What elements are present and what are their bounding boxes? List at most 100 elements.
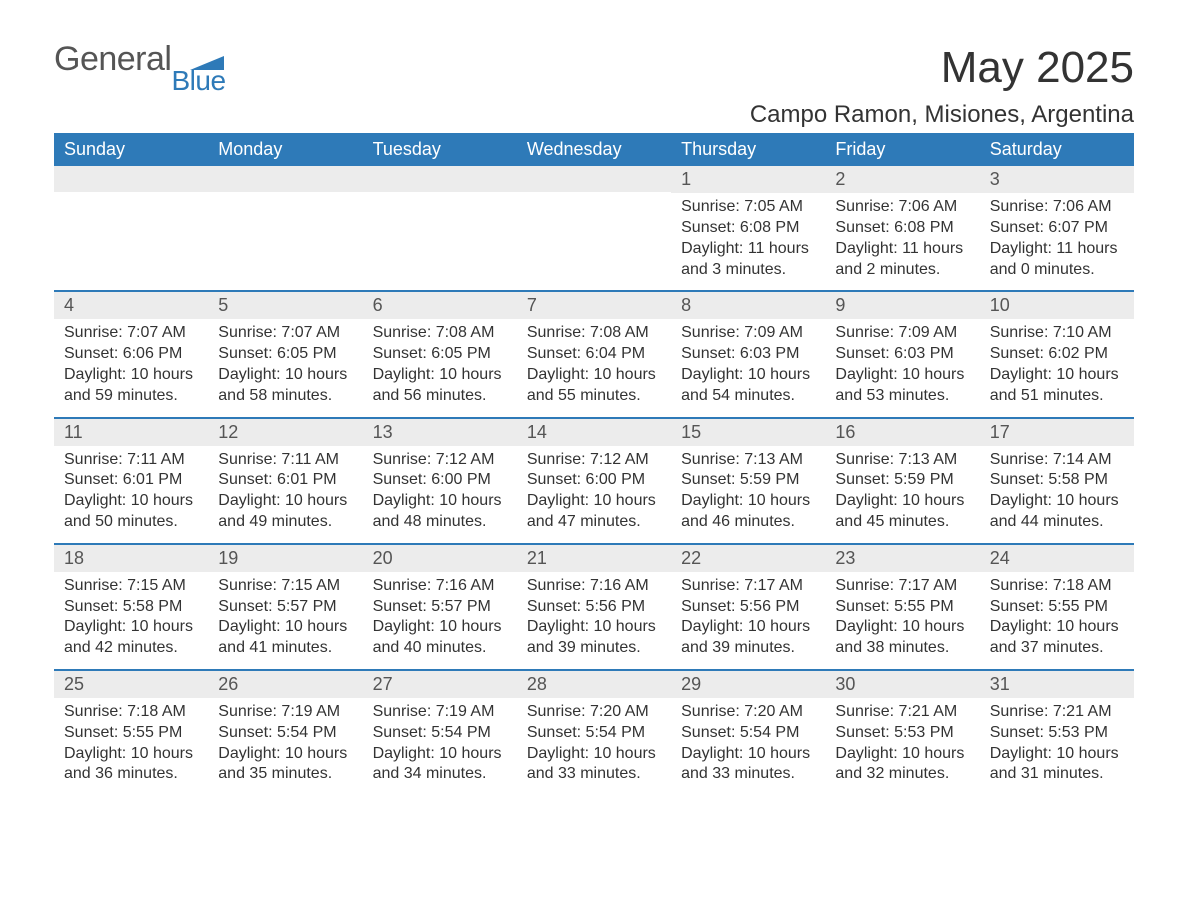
sunrise-line: Sunrise: 7:13 AM [681,450,815,471]
calendar-cell: 12Sunrise: 7:11 AMSunset: 6:01 PMDayligh… [208,417,362,543]
day-details: Sunrise: 7:09 AMSunset: 6:03 PMDaylight:… [825,319,979,416]
col-saturday: Saturday [980,133,1134,166]
daylight-line: Daylight: 10 hours and 39 minutes. [681,617,815,659]
sunrise-line: Sunrise: 7:06 AM [990,197,1124,218]
day-number: 24 [980,543,1134,572]
day-details: Sunrise: 7:08 AMSunset: 6:05 PMDaylight:… [363,319,517,416]
day-number: 17 [980,417,1134,446]
sunset-line: Sunset: 5:54 PM [218,723,352,744]
day-number: 14 [517,417,671,446]
sunset-line: Sunset: 5:53 PM [990,723,1124,744]
day-number: 23 [825,543,979,572]
calendar-cell: 16Sunrise: 7:13 AMSunset: 5:59 PMDayligh… [825,417,979,543]
daylight-line: Daylight: 10 hours and 50 minutes. [64,491,198,533]
sunrise-line: Sunrise: 7:16 AM [527,576,661,597]
sunrise-line: Sunrise: 7:19 AM [218,702,352,723]
day-number: 9 [825,290,979,319]
day-number: 19 [208,543,362,572]
sunset-line: Sunset: 6:02 PM [990,344,1124,365]
sunrise-line: Sunrise: 7:20 AM [527,702,661,723]
day-number: 3 [980,166,1134,193]
calendar-cell: 29Sunrise: 7:20 AMSunset: 5:54 PMDayligh… [671,669,825,795]
daylight-line: Daylight: 10 hours and 55 minutes. [527,365,661,407]
calendar-cell: 9Sunrise: 7:09 AMSunset: 6:03 PMDaylight… [825,290,979,416]
sunrise-line: Sunrise: 7:18 AM [990,576,1124,597]
calendar-cell: 25Sunrise: 7:18 AMSunset: 5:55 PMDayligh… [54,669,208,795]
daylight-line: Daylight: 10 hours and 39 minutes. [527,617,661,659]
sunrise-line: Sunrise: 7:12 AM [373,450,507,471]
day-number: 27 [363,669,517,698]
sunset-line: Sunset: 6:05 PM [373,344,507,365]
day-number: 18 [54,543,208,572]
calendar-body: 1Sunrise: 7:05 AMSunset: 6:08 PMDaylight… [54,166,1134,795]
day-details: Sunrise: 7:11 AMSunset: 6:01 PMDaylight:… [208,446,362,543]
calendar-week: 4Sunrise: 7:07 AMSunset: 6:06 PMDaylight… [54,290,1134,416]
daylight-line: Daylight: 11 hours and 2 minutes. [835,239,969,281]
calendar-cell: 28Sunrise: 7:20 AMSunset: 5:54 PMDayligh… [517,669,671,795]
sunset-line: Sunset: 5:57 PM [373,597,507,618]
day-details: Sunrise: 7:17 AMSunset: 5:56 PMDaylight:… [671,572,825,669]
calendar-cell: 31Sunrise: 7:21 AMSunset: 5:53 PMDayligh… [980,669,1134,795]
daylight-line: Daylight: 10 hours and 42 minutes. [64,617,198,659]
page-header: General Blue May 2025 [54,40,1134,93]
calendar-table: Sunday Monday Tuesday Wednesday Thursday… [54,133,1134,795]
day-number: 13 [363,417,517,446]
day-details: Sunrise: 7:10 AMSunset: 6:02 PMDaylight:… [980,319,1134,416]
daylight-line: Daylight: 10 hours and 33 minutes. [527,744,661,786]
calendar-cell: 1Sunrise: 7:05 AMSunset: 6:08 PMDaylight… [671,166,825,290]
sunset-line: Sunset: 5:56 PM [681,597,815,618]
sunrise-line: Sunrise: 7:07 AM [64,323,198,344]
page-title: May 2025 [941,43,1134,93]
sunset-line: Sunset: 5:57 PM [218,597,352,618]
day-number: 29 [671,669,825,698]
calendar-cell: 19 Sunrise: 7:15 AMSunset: 5:57 PMDayligh… [208,543,362,669]
day-number: 16 [825,417,979,446]
calendar-cell: 22Sunrise: 7:17 AMSunset: 5:56 PMDayligh… [671,543,825,669]
calendar-cell [363,166,517,290]
day-details: Sunrise: 7:06 AMSunset: 6:08 PMDaylight:… [825,193,979,290]
day-details: Sunrise: 7:06 AMSunset: 6:07 PMDaylight:… [980,193,1134,290]
calendar-cell [54,166,208,290]
day-number: 5 [208,290,362,319]
sunset-line: Sunset: 6:00 PM [373,470,507,491]
day-number: 4 [54,290,208,319]
calendar-cell: 23Sunrise: 7:17 AMSunset: 5:55 PMDayligh… [825,543,979,669]
daylight-line: Daylight: 10 hours and 41 minutes. [218,617,352,659]
daylight-line: Daylight: 10 hours and 49 minutes. [218,491,352,533]
sunset-line: Sunset: 6:05 PM [218,344,352,365]
sunset-line: Sunset: 5:58 PM [64,597,198,618]
day-details: Sunrise: 7:12 AMSunset: 6:00 PMDaylight:… [517,446,671,543]
day-number-empty [363,166,517,192]
day-details: Sunrise: 7:19 AMSunset: 5:54 PMDaylight:… [363,698,517,795]
daylight-line: Daylight: 10 hours and 36 minutes. [64,744,198,786]
calendar-cell: 26Sunrise: 7:19 AMSunset: 5:54 PMDayligh… [208,669,362,795]
sunrise-line: Sunrise: 7:08 AM [373,323,507,344]
day-details: Sunrise: 7:05 AMSunset: 6:08 PMDaylight:… [671,193,825,290]
daylight-line: Daylight: 10 hours and 51 minutes. [990,365,1124,407]
daylight-line: Daylight: 10 hours and 48 minutes. [373,491,507,533]
day-number: 22 [671,543,825,572]
col-wednesday: Wednesday [517,133,671,166]
calendar-cell [517,166,671,290]
day-number-empty [208,166,362,192]
day-details: Sunrise: 7:20 AMSunset: 5:54 PMDaylight:… [517,698,671,795]
daylight-line: Daylight: 10 hours and 38 minutes. [835,617,969,659]
day-details: Sunrise: 7:07 AMSunset: 6:06 PMDaylight:… [54,319,208,416]
sunset-line: Sunset: 6:03 PM [835,344,969,365]
calendar-cell: 15Sunrise: 7:13 AMSunset: 5:59 PMDayligh… [671,417,825,543]
daylight-line: Daylight: 10 hours and 44 minutes. [990,491,1124,533]
sunrise-line: Sunrise: 7:17 AM [681,576,815,597]
sunrise-line: Sunrise: 7:09 AM [681,323,815,344]
sunrise-line: Sunrise: 7:07 AM [218,323,352,344]
calendar-cell: 5Sunrise: 7:07 AMSunset: 6:05 PMDaylight… [208,290,362,416]
day-number: 15 [671,417,825,446]
sunrise-line: Sunrise: 7:21 AM [990,702,1124,723]
sunrise-line: Sunrise: 7:16 AM [373,576,507,597]
calendar-week: 1Sunrise: 7:05 AMSunset: 6:08 PMDaylight… [54,166,1134,290]
sunset-line: Sunset: 6:01 PM [64,470,198,491]
sunset-line: Sunset: 5:55 PM [990,597,1124,618]
sunrise-line: Sunrise: 7:15 AM [218,576,352,597]
day-number: 11 [54,417,208,446]
daylight-line: Daylight: 10 hours and 45 minutes. [835,491,969,533]
col-monday: Monday [208,133,362,166]
